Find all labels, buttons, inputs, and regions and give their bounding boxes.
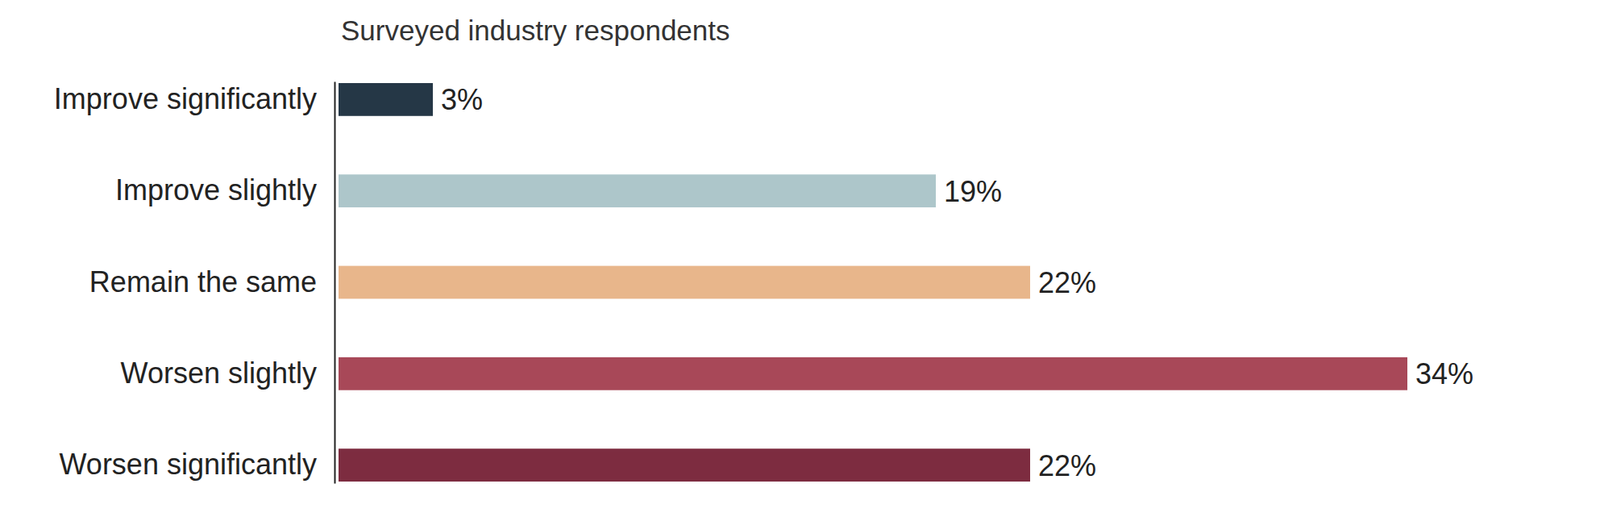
tick-label: Worsen significantly <box>59 447 317 481</box>
tick: Improve slightly <box>115 173 335 207</box>
data-label: 3% <box>440 83 483 117</box>
data-label: 22% <box>1038 265 1097 300</box>
y-axis: Improve significantly Improve slightly Rem… <box>54 82 336 484</box>
bars <box>338 83 1408 482</box>
bar <box>338 265 1031 300</box>
tick-label: Improve slightly <box>115 173 317 207</box>
bar <box>338 174 936 208</box>
tick: Worsen slightly <box>120 356 335 390</box>
data-label: 19% <box>943 174 1002 208</box>
tick-label: Improve significantly <box>54 82 317 116</box>
bar <box>338 357 1408 391</box>
tick-label: Worsen slightly <box>120 356 317 390</box>
chart: Surveyed industry respondents Improve sig… <box>0 0 1600 513</box>
title: Surveyed industry respondents <box>340 14 731 46</box>
tick: Worsen significantly <box>59 447 335 481</box>
tick-label: Remain the same <box>89 265 317 299</box>
tick: Remain the same <box>89 265 335 299</box>
data-label: 22% <box>1038 448 1097 483</box>
axis-line <box>334 82 337 484</box>
bar <box>338 448 1031 482</box>
data-label: 34% <box>1415 357 1474 391</box>
bar <box>338 83 433 117</box>
tick: Improve significantly <box>54 82 335 116</box>
data-labels: 3% 19% 22% 34% 22% <box>440 83 1474 482</box>
